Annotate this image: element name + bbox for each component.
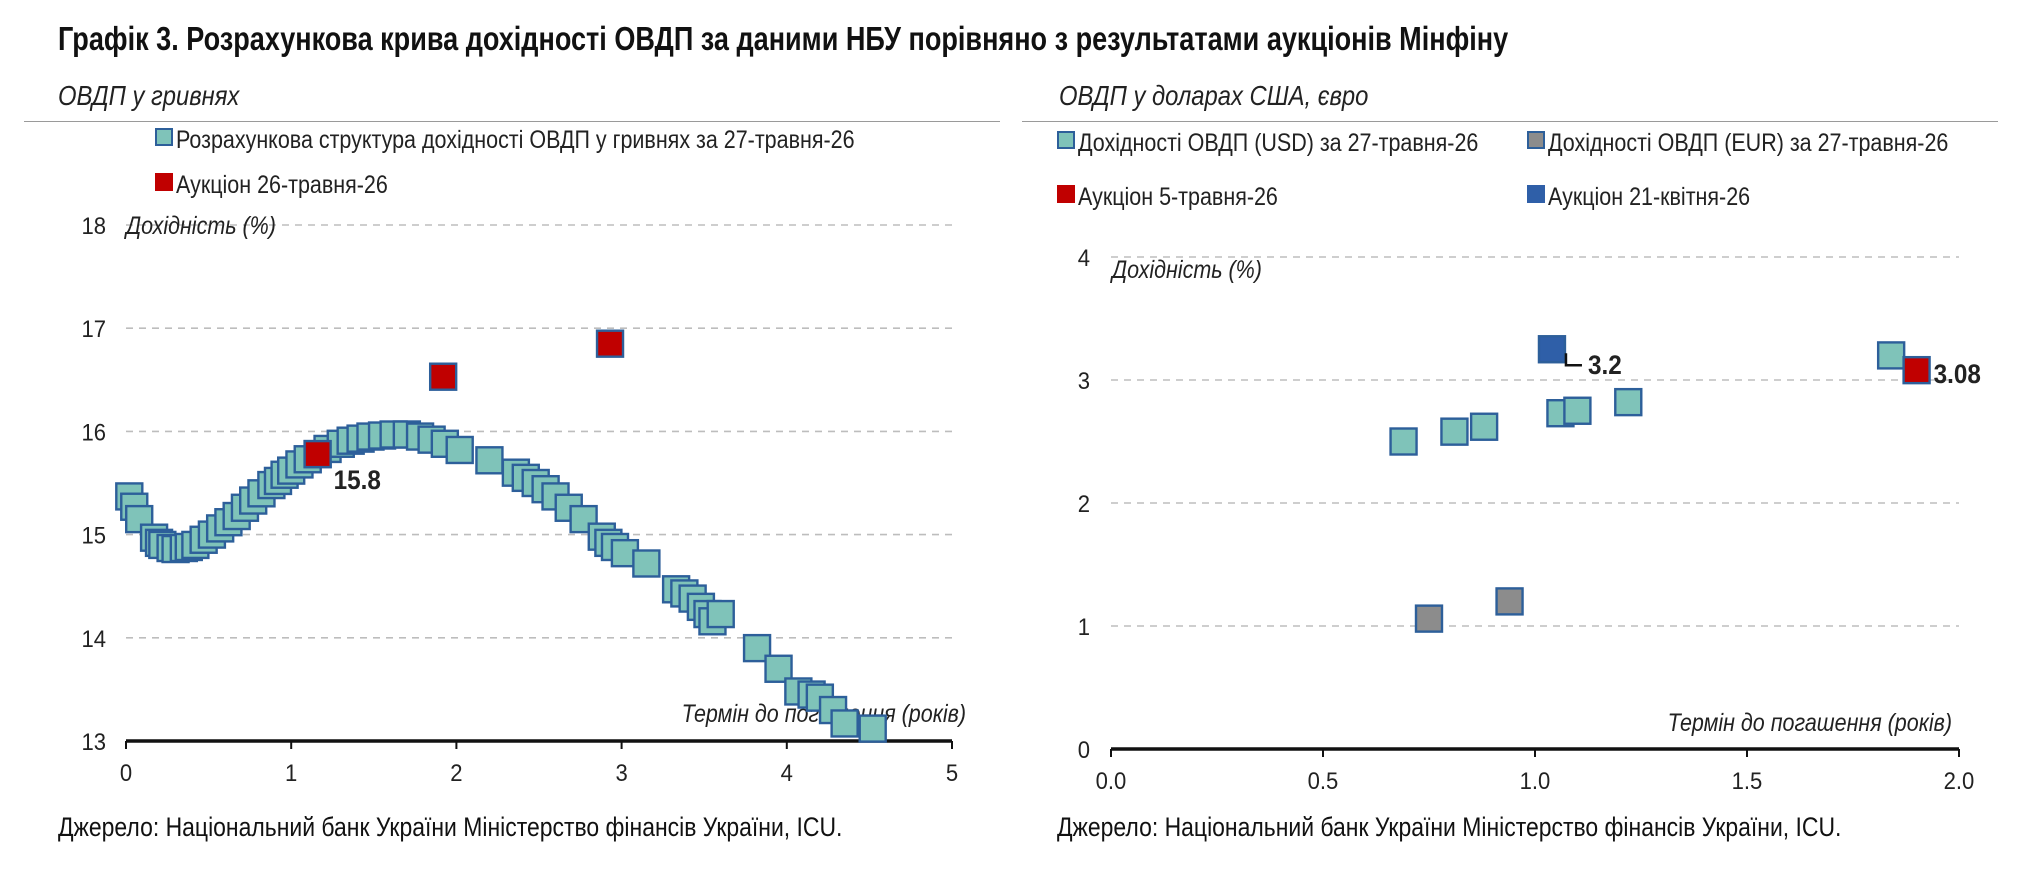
y-tick-label: 1 [1078, 613, 1090, 640]
data-point [830, 709, 859, 738]
data-point [1614, 387, 1643, 417]
y-tick-label: 2 [1078, 490, 1090, 517]
x-tick-label: 5 [946, 759, 958, 786]
legend-label: Дохідності ОВДП (USD) за 27-травня-26 [1078, 128, 1478, 156]
y-tick-label: 17 [81, 315, 106, 342]
legend-marker [1057, 131, 1075, 149]
data-point [595, 329, 625, 358]
legend-marker [1527, 185, 1545, 203]
legend-label: Аукціон 21-квітня-26 [1548, 182, 1750, 210]
data-point [303, 439, 332, 469]
y-tick-label: 13 [81, 728, 106, 755]
y-tick-label: 3 [1078, 367, 1090, 394]
right-chart-subtitle: ОВДП у доларах США, євро [1059, 80, 1369, 111]
data-point [445, 435, 474, 465]
x-tick-label: 4 [781, 759, 793, 786]
y-tick-label: 14 [81, 625, 106, 652]
data-label: 3.2 [1588, 351, 1622, 380]
y-tick-label: 18 [81, 212, 106, 239]
legend-marker [155, 173, 173, 191]
data-point [858, 714, 887, 743]
x-tick-label: 2.0 [1944, 767, 1975, 794]
data-point [428, 362, 458, 391]
legend-marker [1057, 185, 1075, 203]
x-tick-label: 2 [450, 759, 462, 786]
x-tick-label: 3 [615, 759, 627, 786]
legend-marker [1527, 131, 1545, 149]
right-source-note: Джерело: Національний банк України Мініс… [1057, 812, 1842, 842]
legend-label: Аукціон 5-травня-26 [1078, 182, 1278, 210]
legend-label: Дохідності ОВДП (EUR) за 27-травня-26 [1548, 128, 1948, 156]
y-tick-label: 16 [81, 419, 106, 446]
data-point [1414, 604, 1444, 633]
data-label: 15.8 [334, 466, 381, 495]
left-chart-subtitle: ОВДП у гривнях [58, 80, 240, 111]
x-tick-label: 0.5 [1308, 767, 1339, 794]
data-point [1389, 427, 1418, 456]
x-axis-label: Термін до погашення (років) [1668, 708, 1952, 736]
right-chart-rule [1022, 121, 1998, 122]
data-point [1495, 587, 1524, 616]
data-point [1902, 355, 1931, 385]
x-tick-label: 1.0 [1520, 767, 1551, 794]
data-point [706, 599, 735, 629]
y-tick-label: 4 [1078, 244, 1090, 271]
y-tick-label: 15 [81, 522, 106, 549]
data-point [1563, 396, 1592, 425]
data-label: 3.08 [1934, 360, 1981, 389]
data-label-leader [1564, 353, 1582, 367]
data-point [1469, 412, 1499, 441]
y-axis-label: Дохідність (%) [1109, 255, 1262, 283]
x-tick-label: 1.5 [1732, 767, 1763, 794]
legend-label: Аукціон 26-травня-26 [176, 170, 388, 198]
x-tick-label: 0.0 [1096, 767, 1127, 794]
x-tick-label: 1 [285, 759, 297, 786]
legend-marker [155, 128, 173, 146]
data-point [1876, 341, 1906, 370]
y-tick-label: 0 [1078, 736, 1090, 763]
data-point [1440, 417, 1469, 446]
x-tick-label: 0 [120, 759, 132, 786]
data-point [475, 446, 504, 475]
legend-label: Розрахункова структура дохідності ОВДП у… [176, 125, 855, 153]
data-point [632, 549, 661, 578]
y-axis-label: Дохідність (%) [123, 211, 276, 239]
left-chart-rule [24, 121, 1000, 122]
chart-title: Графік 3. Розрахункова крива дохідності … [58, 20, 1509, 57]
left-source-note: Джерело: Національний банк України Мініс… [58, 812, 843, 842]
data-point [1537, 335, 1567, 364]
